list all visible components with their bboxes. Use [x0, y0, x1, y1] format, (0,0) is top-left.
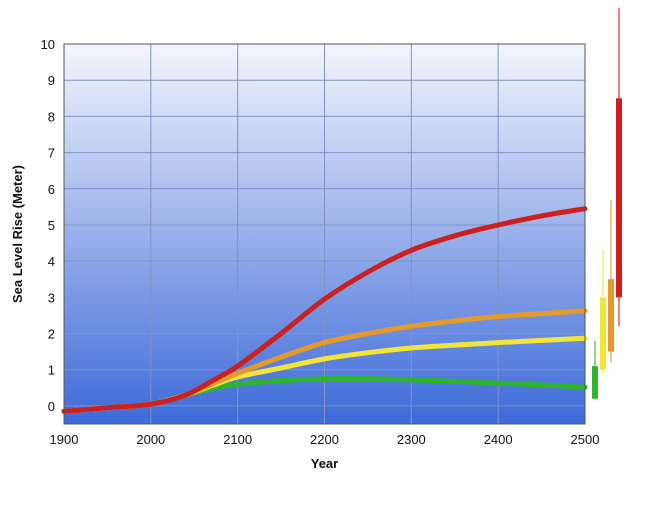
- y-tick-label: 5: [48, 218, 55, 233]
- x-tick-label: 2000: [136, 432, 165, 447]
- y-tick-label: 10: [41, 37, 55, 52]
- y-tick-label: 0: [48, 399, 55, 414]
- y-tick-label: 2: [48, 327, 55, 342]
- y-axis-title: Sea Level Rise (Meter): [10, 165, 25, 303]
- x-tick-label: 2200: [310, 432, 339, 447]
- x-axis-title: Year: [311, 456, 338, 471]
- series-line: [61, 206, 588, 414]
- x-tick-label: 2500: [571, 432, 600, 447]
- series-lines: [61, 206, 588, 414]
- plot-frame: [63, 43, 586, 425]
- y-tick-label: 9: [48, 73, 55, 88]
- x-tick-label: 2400: [484, 432, 513, 447]
- range-bars: [592, 7, 622, 399]
- y-tick-label: 6: [48, 182, 55, 197]
- x-tick-label: 2100: [223, 432, 252, 447]
- y-tick-label: 8: [48, 109, 55, 124]
- y-tick-label: 4: [48, 254, 55, 269]
- x-tick-label: 2300: [397, 432, 426, 447]
- y-tick-label: 1: [48, 363, 55, 378]
- tick-labels: 1900 2000 2100 2200 2300 2400 2500 0 1 2 3 4 5 6 7 8 9 10: [41, 37, 600, 447]
- y-tick-label: 7: [48, 146, 55, 161]
- x-tick-label: 1900: [50, 432, 79, 447]
- y-tick-label: 3: [48, 290, 55, 305]
